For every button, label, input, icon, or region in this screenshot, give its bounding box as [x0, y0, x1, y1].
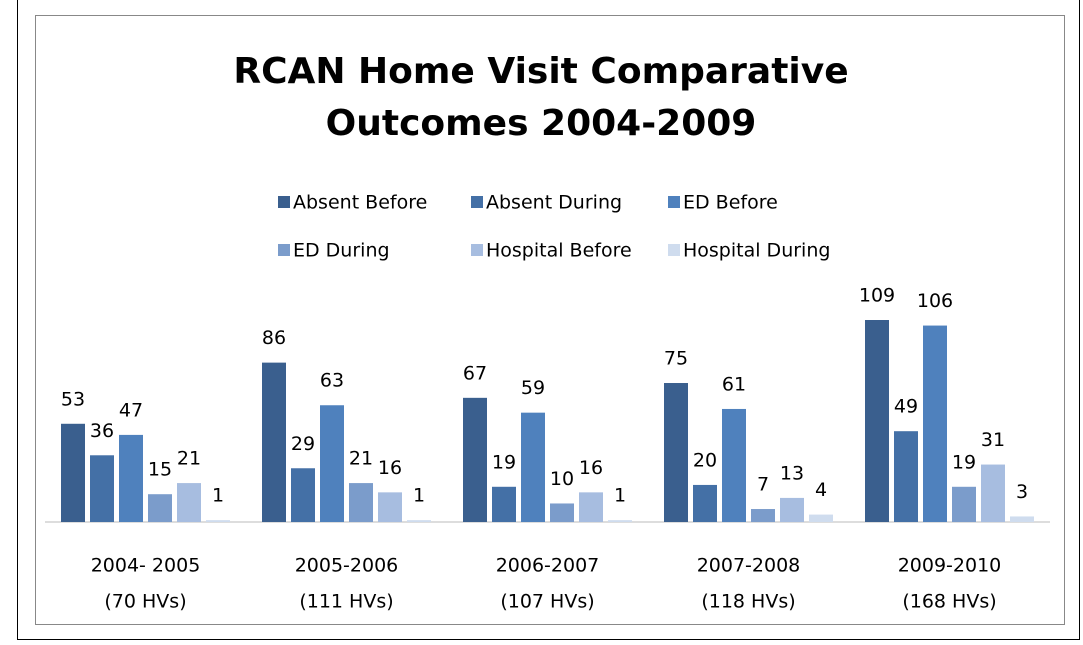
bar: [463, 397, 487, 522]
bar: [780, 497, 804, 522]
bar: [693, 484, 717, 522]
x-tick-label: (107 HVs): [500, 591, 594, 613]
bar: [608, 520, 632, 522]
bar: [751, 509, 775, 522]
legend-label: Hospital During: [683, 240, 830, 262]
bar: [148, 494, 172, 522]
bar: [119, 434, 143, 522]
bar: [291, 468, 315, 522]
data-label: 75: [664, 348, 688, 370]
legend-label: Hospital Before: [486, 240, 632, 262]
legend-swatch: [278, 244, 290, 256]
data-label: 61: [722, 373, 746, 395]
data-label: 47: [119, 399, 143, 421]
data-label: 19: [492, 451, 516, 473]
x-tick-label: 2009-2010: [898, 555, 1002, 577]
data-label: 1: [212, 485, 224, 507]
data-label: 13: [780, 462, 804, 484]
data-label: 29: [291, 433, 315, 455]
x-tick-label: (70 HVs): [104, 591, 186, 613]
data-label: 53: [61, 388, 85, 410]
data-label: 19: [952, 451, 976, 473]
bar: [923, 325, 947, 522]
legend-swatch: [471, 196, 483, 208]
x-tick-label: 2006-2007: [496, 555, 600, 577]
legend-label: ED Before: [683, 192, 778, 214]
bar: [894, 431, 918, 522]
bar: [206, 520, 230, 522]
outer-frame: [17, 0, 1080, 640]
chart-area: [35, 15, 1065, 625]
x-tick-label: 2005-2006: [295, 555, 399, 577]
x-tick-label: (118 HVs): [701, 591, 795, 613]
data-label: 16: [378, 457, 402, 479]
data-label: 67: [463, 362, 487, 384]
data-label: 15: [148, 459, 172, 481]
bar: [90, 455, 114, 522]
x-tick-label: 2004- 2005: [91, 555, 201, 577]
data-label: 106: [917, 290, 953, 312]
data-label: 1: [614, 485, 626, 507]
bar: [981, 464, 1005, 522]
data-label: 10: [550, 468, 574, 490]
legend-swatch: [278, 196, 290, 208]
legend-swatch: [471, 244, 483, 256]
bar: [492, 486, 516, 522]
data-label: 21: [177, 448, 201, 470]
legend-label: Absent Before: [293, 192, 427, 214]
legend-label: Absent During: [486, 192, 622, 214]
bar: [407, 520, 431, 522]
bar: [664, 383, 688, 522]
bar: [579, 492, 603, 522]
bar: [521, 412, 545, 522]
chart-title: RCAN Home Visit Comparative Outcomes 200…: [233, 51, 849, 144]
data-label: 36: [90, 420, 114, 442]
x-tick-label: (168 HVs): [902, 591, 996, 613]
bar: [320, 405, 344, 522]
data-label: 49: [894, 396, 918, 418]
x-tick-label: 2007-2008: [697, 555, 801, 577]
data-label: 20: [693, 449, 717, 471]
bar: [952, 486, 976, 522]
data-label: 7: [757, 474, 769, 496]
legend-swatch: [668, 244, 680, 256]
bar: [349, 483, 373, 522]
data-label: 3: [1016, 481, 1028, 503]
data-label: 16: [579, 457, 603, 479]
data-label: 109: [859, 285, 895, 307]
bar: [378, 492, 402, 522]
data-label: 1: [413, 485, 425, 507]
data-label: 31: [981, 429, 1005, 451]
bar: [865, 320, 889, 522]
legend-label: ED During: [293, 240, 390, 262]
x-tick-label: (111 HVs): [299, 591, 393, 613]
data-label: 63: [320, 370, 344, 392]
legend-swatch: [668, 196, 680, 208]
bar: [722, 408, 746, 522]
bar: [61, 423, 85, 522]
data-label: 86: [262, 327, 286, 349]
bar: [550, 503, 574, 522]
data-label: 59: [521, 377, 545, 399]
bar: [177, 483, 201, 522]
bar: [1010, 516, 1034, 522]
bar: [262, 362, 286, 522]
bar: [809, 514, 833, 522]
data-label: 4: [815, 479, 827, 501]
data-label: 21: [349, 448, 373, 470]
